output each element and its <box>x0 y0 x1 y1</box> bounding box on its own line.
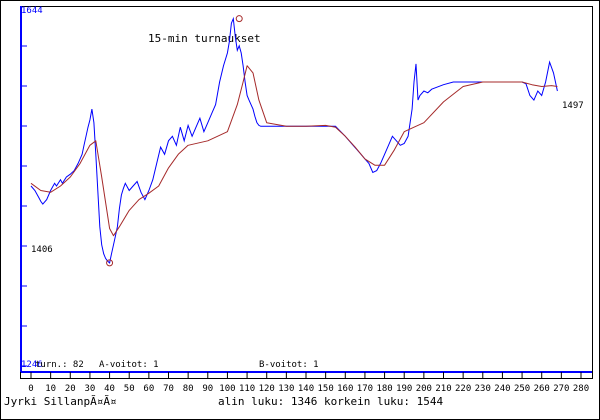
x-tick-label: 240 <box>494 384 510 394</box>
x-ticks <box>30 372 582 378</box>
x-tick-label: 70 <box>163 384 174 394</box>
footer-author: Jyrki SillanpÃ¤Ã¤ <box>4 395 117 408</box>
x-tick-label: 30 <box>85 384 96 394</box>
x-tick-label: 280 <box>573 384 589 394</box>
x-tick-label: 110 <box>239 384 255 394</box>
x-tick-label: 160 <box>337 384 353 394</box>
stat-a-voitot: A-voitot: 1 <box>99 360 159 370</box>
chart-title: 15-min turnaukset <box>148 32 261 45</box>
x-tick-label: 40 <box>104 384 115 394</box>
x-tick-label: 260 <box>534 384 550 394</box>
x-tick-label: 10 <box>45 384 56 394</box>
x-tick-label: 250 <box>514 384 530 394</box>
annotation-end-value: 1497 <box>562 101 584 111</box>
x-tick-label: 20 <box>65 384 76 394</box>
x-tick-label: 210 <box>435 384 451 394</box>
x-tick-label: 0 <box>28 384 33 394</box>
x-tick-label: 120 <box>259 384 275 394</box>
x-tick-label: 270 <box>553 384 569 394</box>
y-max-label: 1644 <box>21 6 43 16</box>
x-tick-label: 80 <box>183 384 194 394</box>
x-tick-label: 230 <box>475 384 491 394</box>
x-tick-label: 150 <box>318 384 334 394</box>
x-tick-label: 180 <box>376 384 392 394</box>
extreme-marker <box>106 259 114 267</box>
x-tick-label: 50 <box>124 384 135 394</box>
annotation-start-value: 1406 <box>31 245 53 255</box>
x-tick-label: 170 <box>357 384 373 394</box>
x-tick-label: 200 <box>416 384 432 394</box>
series-line-raw <box>30 16 558 264</box>
series-line-smoothed <box>30 65 558 237</box>
x-tick-label: 190 <box>396 384 412 394</box>
marker-group <box>106 15 243 267</box>
x-tick-label: 100 <box>219 384 235 394</box>
stat-b-voitot: B-voitot: 1 <box>259 360 319 370</box>
stat-turn-count: turn.: 82 <box>35 360 84 370</box>
extreme-marker <box>235 15 243 23</box>
x-tick-label: 140 <box>298 384 314 394</box>
footer-min-max: alin luku: 1346 korkein luku: 1544 <box>218 395 444 408</box>
x-tick-label: 60 <box>143 384 154 394</box>
x-tick-label: 220 <box>455 384 471 394</box>
x-tick-labels: 0 10 20 30 40 50 60 70 80 90 100 110 120 130 140 150 160… <box>28 384 589 394</box>
y-min-label: 1246 <box>21 360 43 370</box>
y-ticks <box>21 45 27 367</box>
x-tick-label: 90 <box>202 384 213 394</box>
series-group <box>30 16 558 264</box>
x-tick-label: 130 <box>278 384 294 394</box>
